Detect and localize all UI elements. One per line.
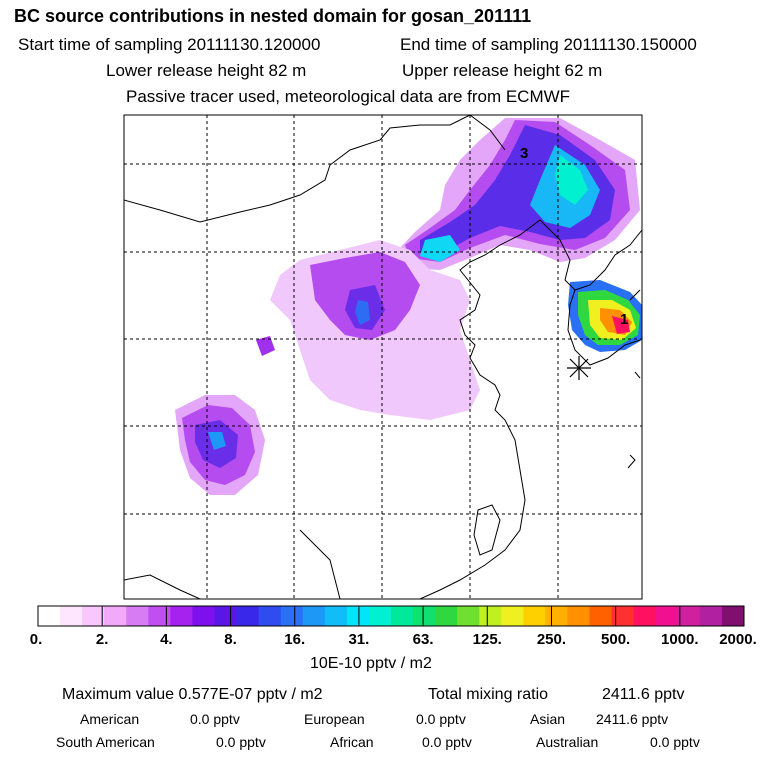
colorbar-cell [413,606,436,626]
colorbar-cell [611,606,635,626]
end-time-label: End time of sampling 20111130.150000 [400,35,697,54]
colorbar-cell [214,606,238,626]
colorbar-tick-label: 8. [224,631,237,648]
tracer-note: Passive tracer used, meteorological data… [126,87,571,106]
colorbar-cell [258,606,282,626]
colorbar-tick-label: 4. [160,631,173,648]
colorbar-cell [368,606,392,626]
american-label: American [80,711,140,727]
marker-label-3: 3 [520,145,528,162]
colorbar-unit: 10E-10 pptv / m2 [310,655,432,672]
coastlines [124,115,642,599]
colorbar: 0. 2. 4. 8. 16. 31. 63. 125. 250. 500. 1000. 2000. [30,605,757,648]
max-value-label: Maximum value 0.577E-07 pptv / m2 [62,686,323,703]
colorbar-cell [38,606,61,626]
colorbar-cell [391,606,414,626]
upper-release-label: Upper release height 62 m [402,61,603,80]
african-label: African [330,734,374,750]
colorbar-cell [589,606,613,626]
colorbar-cell [567,606,591,626]
colorbar-cell [126,606,149,626]
colorbar-cell [699,606,723,626]
colorbar-cell [148,606,171,626]
colorbar-cell [545,606,568,626]
asian-value: 2411.6 pptv [596,711,669,727]
colorbar-ticks: 0. 2. 4. 8. 16. 31. 63. 125. 250. 500. 1000. 2000. [30,606,757,648]
colorbar-cells [38,606,745,626]
colorbar-tick-label: 2. [96,631,109,648]
colorbar-cell [236,606,260,626]
colorbar-tick-label: 250. [537,631,566,648]
colorbar-cell [457,606,480,626]
colorbar-cell [677,606,701,626]
start-time-label: Start time of sampling 20111130.120000 [18,35,321,54]
receptor-marker [567,356,591,380]
colorbar-tick-label: 125. [473,631,502,648]
colorbar-cell [324,606,348,626]
colorbar-tick-label: 31. [348,631,369,648]
african-value: 0.0 pptv [422,734,472,750]
south-american-value: 0.0 pptv [216,734,266,750]
south-american-label: South American [56,734,155,750]
map-grid [124,115,642,599]
american-value: 0.0 pptv [190,711,240,727]
colorbar-cell [104,606,127,626]
colorbar-cell [280,606,304,626]
european-value: 0.0 pptv [416,711,466,727]
colorbar-tick-label: 1000. [661,631,699,648]
colorbar-cell [479,606,502,626]
colorbar-cell [435,606,458,626]
marker-label-1: 1 [620,311,628,328]
chart-title: BC source contributions in nested domain… [14,6,532,26]
colorbar-cell [633,606,657,626]
australian-value: 0.0 pptv [650,734,700,750]
colorbar-tick-label: 63. [413,631,434,648]
map-frame [123,114,643,600]
colorbar-cell [721,606,745,626]
australian-label: Australian [536,734,599,750]
colorbar-cell [170,606,193,626]
colorbar-cell [523,606,546,626]
colorbar-tick-label: 0. [30,631,43,648]
colorbar-cell [82,606,105,626]
lower-release-label: Lower release height 82 m [106,61,307,80]
plume-field [175,118,642,495]
colorbar-cell [346,606,370,626]
colorbar-cell [501,606,524,626]
total-mixing-label: Total mixing ratio [428,686,549,703]
map-panel: 3 1 [123,114,643,600]
total-mixing-value: 2411.6 pptv [602,686,685,703]
colorbar-cell [655,606,679,626]
colorbar-tick-label: 2000. [719,631,757,648]
colorbar-cell [60,606,83,626]
european-label: European [304,711,365,727]
colorbar-cell [302,606,326,626]
asian-label: Asian [530,711,566,727]
colorbar-tick-label: 16. [284,631,305,648]
colorbar-tick-label: 500. [601,631,630,648]
colorbar-cell [192,606,215,626]
